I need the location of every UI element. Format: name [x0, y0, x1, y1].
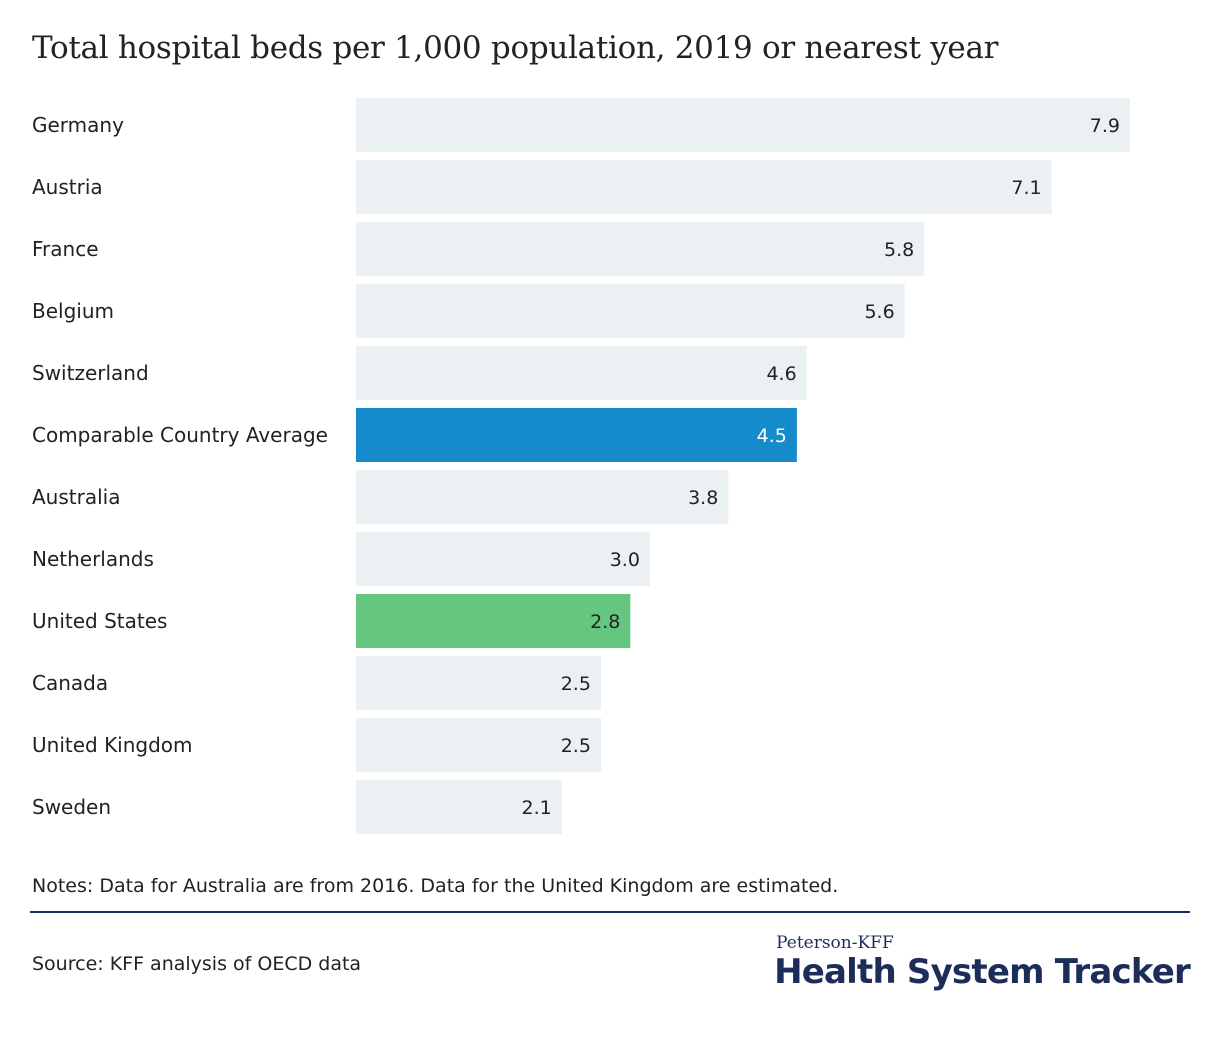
category-label-united-kingdom: United Kingdom [32, 733, 193, 757]
bar-canada[interactable] [356, 656, 601, 710]
bar-united-states[interactable] [356, 594, 631, 648]
logo-top-text: Peterson-KFF [776, 933, 894, 953]
publisher-logo[interactable]: Peterson-KFF Health System Tracker [774, 933, 1191, 992]
bar-sweden[interactable] [356, 780, 562, 834]
bar-belgium[interactable] [356, 284, 905, 338]
bar-germany[interactable] [356, 98, 1130, 152]
value-label-united-states: 2.8 [590, 611, 620, 633]
category-label-netherlands: Netherlands [32, 547, 154, 571]
logo-main-text: Health System Tracker [774, 952, 1191, 992]
value-label-netherlands: 3.0 [610, 549, 640, 571]
category-label-germany: Germany [32, 113, 124, 137]
value-label-canada: 2.5 [561, 673, 591, 695]
bar-switzerland[interactable] [356, 346, 807, 400]
value-label-germany: 7.9 [1090, 115, 1120, 137]
value-label-comparable-country-average: 4.5 [757, 425, 787, 447]
category-label-austria: Austria [32, 175, 103, 199]
bar-netherlands[interactable] [356, 532, 650, 586]
category-label-belgium: Belgium [32, 299, 114, 323]
bar-austria[interactable] [356, 160, 1052, 214]
category-label-united-states: United States [32, 609, 167, 633]
chart-notes: Notes: Data for Australia are from 2016.… [32, 875, 839, 897]
value-label-switzerland: 4.6 [766, 363, 796, 385]
category-label-comparable-country-average: Comparable Country Average [32, 423, 328, 447]
category-label-france: France [32, 237, 99, 261]
chart-source: Source: KFF analysis of OECD data [32, 953, 362, 975]
bar-comparable-country-average[interactable] [356, 408, 797, 462]
bar-australia[interactable] [356, 470, 729, 524]
value-label-france: 5.8 [884, 239, 914, 261]
value-label-austria: 7.1 [1011, 177, 1041, 199]
category-label-australia: Australia [32, 485, 120, 509]
bar-united-kingdom[interactable] [356, 718, 601, 772]
bar-france[interactable] [356, 222, 925, 276]
value-label-sweden: 2.1 [522, 797, 552, 819]
value-label-australia: 3.8 [688, 487, 718, 509]
category-label-switzerland: Switzerland [32, 361, 149, 385]
divider [30, 911, 1190, 913]
value-label-united-kingdom: 2.5 [561, 735, 591, 757]
value-label-belgium: 5.6 [864, 301, 894, 323]
category-label-sweden: Sweden [32, 795, 111, 819]
category-label-canada: Canada [32, 671, 108, 695]
bar-chart: Germany 7.9 Austria 7.1 France 5.8 Belgium 5.6 S… [32, 98, 1130, 834]
chart-title: Total hospital beds per 1,000 population… [32, 30, 999, 66]
